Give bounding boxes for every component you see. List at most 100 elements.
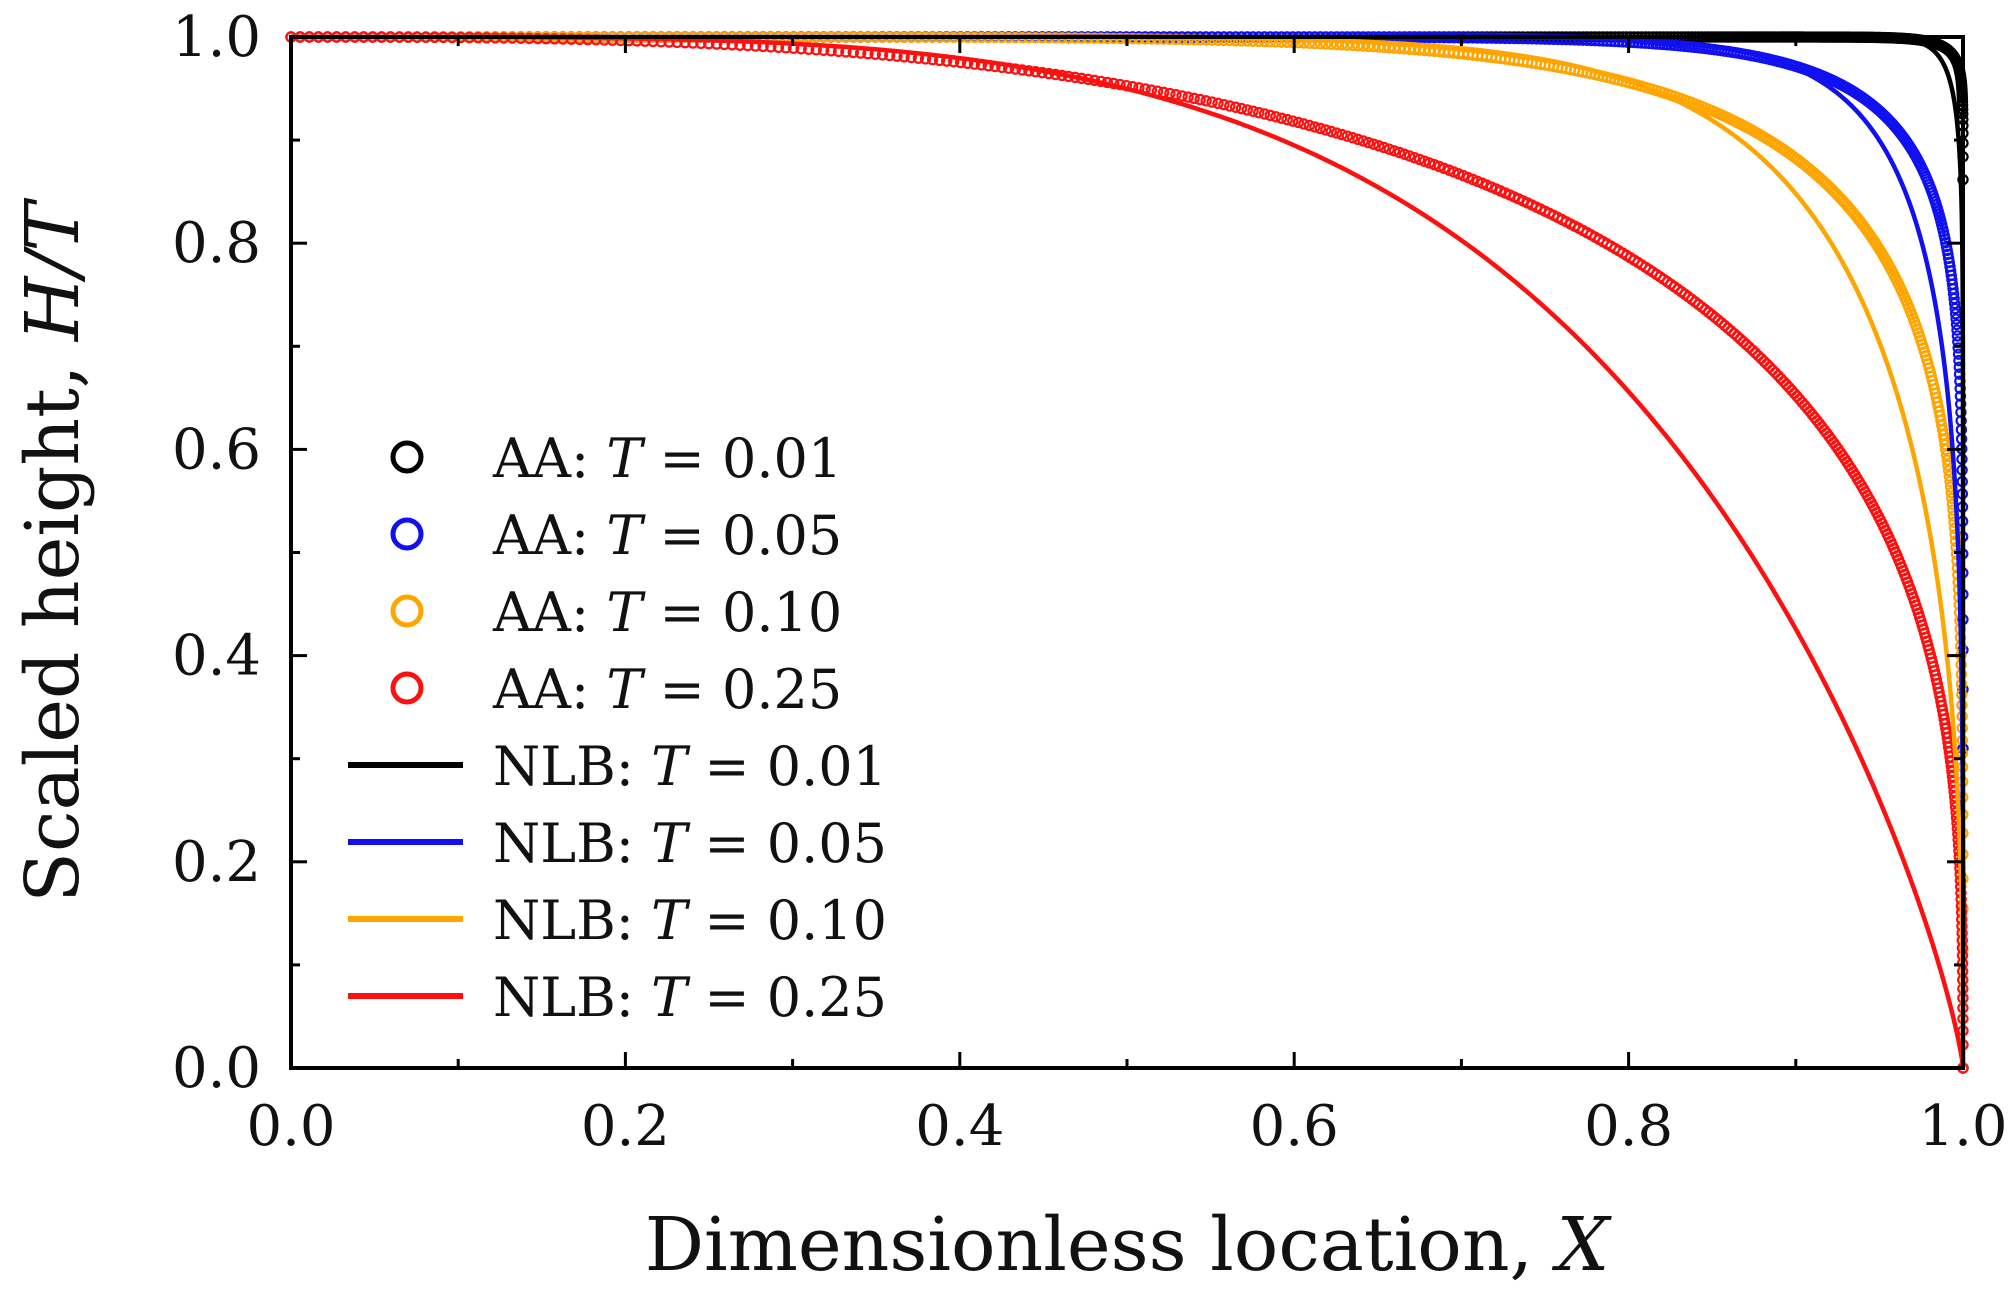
legend-label: AA: T = 0.05: [492, 504, 842, 567]
y-tick-label: 0.4: [172, 624, 261, 689]
data-point: [1229, 101, 1242, 113]
y-axis-title-var: H/T: [10, 198, 96, 343]
legend-marker: [390, 594, 424, 628]
data-point: [1362, 136, 1375, 149]
x-axis-title-text: Dimensionless location,: [645, 1202, 1557, 1288]
data-point: [1253, 106, 1265, 119]
legend-item: NLB: T = 0.01: [348, 735, 887, 798]
axis-ticks: [289, 35, 1965, 1070]
data-point: [1388, 145, 1401, 157]
data-point: [1287, 115, 1299, 127]
y-axis-title-text: Scaled height,: [10, 341, 96, 903]
data-point: [1367, 138, 1380, 150]
legend-item: NLB: T = 0.25: [348, 966, 887, 1029]
data-point: [1247, 105, 1259, 117]
x-axis-title: Dimensionless location, X: [645, 1202, 1613, 1288]
y-tick-label: 0.2: [172, 830, 261, 895]
legend-marker: [390, 440, 424, 474]
x-tick-label: 0.8: [1584, 1094, 1673, 1159]
data-point: [1194, 93, 1206, 106]
legend-value: = 0.10: [642, 581, 842, 644]
data-point: [1314, 122, 1327, 135]
legend-value: = 0.25: [687, 966, 887, 1029]
data-point: [1749, 347, 1762, 359]
data-point: [1752, 349, 1764, 362]
data-point: [1325, 125, 1337, 138]
data-point: [1270, 111, 1282, 123]
data-point: [1949, 302, 1961, 315]
data-point: [1298, 118, 1310, 130]
x-tick-label: 1.0: [1918, 1094, 2007, 1159]
legend-prefix: AA:: [492, 658, 606, 721]
legend-label: AA: T = 0.01: [492, 427, 842, 490]
data-point: [1373, 140, 1385, 152]
legend-label: NLB: T = 0.05: [493, 812, 887, 875]
data-point: [1378, 141, 1390, 154]
legend-prefix: NLB:: [493, 966, 651, 1029]
legend-var: T: [651, 889, 691, 952]
x-tick-label: 0.2: [581, 1094, 670, 1159]
x-tick-label: 0.6: [1250, 1094, 1339, 1159]
data-point: [1398, 148, 1411, 160]
tick-labels: 0.0 0.2 0.4 0.6 0.8 1.0 0.0 0.2 0.4 0.6 0.8 1.0: [172, 5, 2008, 1159]
data-point: [1743, 341, 1756, 353]
data-point: [1188, 92, 1200, 105]
data-point: [1176, 90, 1188, 102]
data-point: [1241, 104, 1253, 116]
legend-label: NLB: T = 0.10: [493, 889, 887, 952]
legend-label: AA: T = 0.25: [492, 658, 842, 721]
legend-value: = 0.01: [687, 735, 887, 798]
data-point: [1766, 364, 1779, 376]
data-point: [1949, 308, 1962, 320]
data-point: [1218, 98, 1230, 111]
legend-label: NLB: T = 0.01: [493, 735, 887, 798]
data-point: [1393, 146, 1406, 159]
data-point: [1755, 352, 1767, 365]
data-point: [1182, 91, 1194, 103]
y-axis-title: Scaled height, H/T: [10, 198, 96, 903]
legend-value: = 0.01: [642, 427, 842, 490]
legend-prefix: AA:: [492, 427, 606, 490]
data-point: [1235, 102, 1248, 115]
legend-item: AA: T = 0.05: [390, 504, 842, 567]
data-point: [1170, 89, 1182, 101]
legend-prefix: NLB:: [493, 735, 651, 798]
y-tick-label: 0.0: [172, 1036, 261, 1101]
data-point: [1212, 97, 1224, 110]
legend-var: T: [651, 812, 691, 875]
data-point: [1309, 121, 1321, 133]
x-axis-title-var: X: [1552, 1202, 1613, 1288]
data-point: [1740, 338, 1753, 351]
legend-prefix: NLB:: [493, 889, 651, 952]
y-tick-label: 1.0: [172, 5, 261, 70]
data-point: [1746, 344, 1759, 356]
legend-item: AA: T = 0.10: [390, 581, 842, 644]
data-point: [1357, 135, 1369, 147]
legend-prefix: NLB:: [493, 812, 651, 875]
legend-item: NLB: T = 0.10: [348, 889, 887, 952]
legend-label: NLB: T = 0.25: [493, 966, 887, 1029]
data-point: [1206, 96, 1218, 108]
legend-item: NLB: T = 0.05: [348, 812, 887, 875]
x-tick-label: 0.0: [246, 1094, 335, 1159]
data-point: [1413, 153, 1426, 166]
legend-var: T: [651, 735, 691, 798]
data-point: [1758, 355, 1770, 367]
legend-value: = 0.05: [687, 812, 887, 875]
data-point: [1346, 132, 1359, 144]
legend-value: = 0.25: [642, 658, 842, 721]
legend-prefix: AA:: [492, 504, 606, 567]
legend-value: = 0.05: [642, 504, 842, 567]
data-point: [1737, 336, 1750, 348]
data-point: [1330, 127, 1343, 139]
data-point: [1281, 113, 1293, 126]
legend-var: T: [606, 427, 646, 490]
legend-item: AA: T = 0.01: [390, 427, 842, 490]
data-point: [1341, 130, 1354, 142]
legend-value: = 0.10: [687, 889, 887, 952]
data-point: [1352, 133, 1364, 146]
data-point: [1948, 297, 1961, 310]
data-point: [1320, 124, 1332, 136]
data-point: [1224, 100, 1236, 112]
